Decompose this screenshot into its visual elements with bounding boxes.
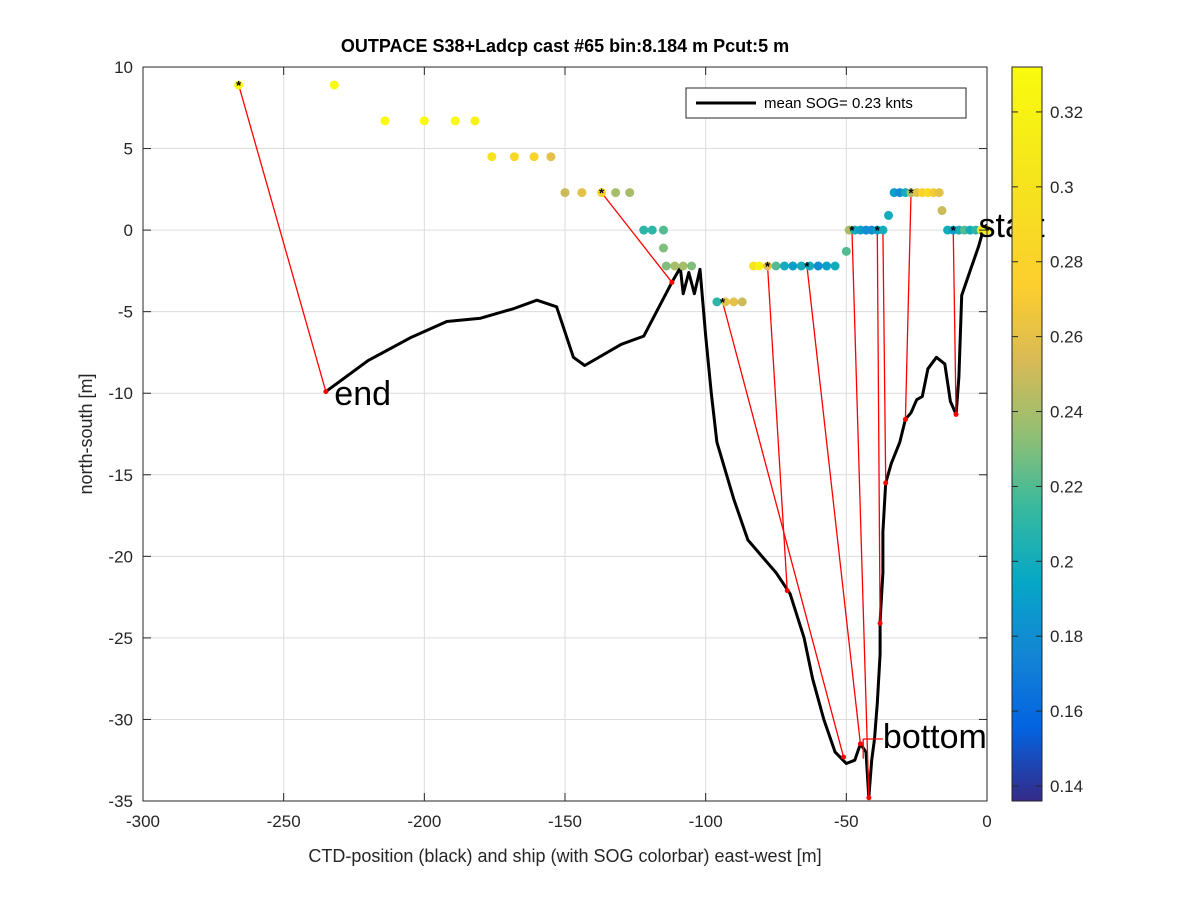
- ship-position-point: [831, 261, 840, 270]
- x-tick-label: -100: [689, 812, 723, 831]
- ship-position-point: [884, 211, 893, 220]
- ctd-sample-point: [903, 417, 908, 422]
- ship-position-point: [935, 188, 944, 197]
- ship-position-point: [738, 297, 747, 306]
- colorbar-tick-label: 0.2: [1050, 552, 1074, 571]
- y-tick-label: -20: [108, 547, 133, 566]
- ship-position-point: [546, 152, 555, 161]
- ship-position-point: [822, 261, 831, 270]
- colorbar-tick-label: 0.14: [1050, 777, 1083, 796]
- x-tick-label: -250: [267, 812, 301, 831]
- ship-position-point: [330, 80, 339, 89]
- colorbar-tick-label: 0.18: [1050, 627, 1083, 646]
- ship-position-point: [679, 261, 688, 270]
- legend-label: mean SOG= 0.23 knts: [764, 95, 913, 112]
- y-tick-label: 10: [114, 58, 133, 77]
- ship-position-point: [420, 116, 429, 125]
- y-tick-label: 5: [124, 140, 133, 159]
- y-tick-label: -30: [108, 710, 133, 729]
- chart-figure: ********** -300-250-200-150-100-500 -35-…: [0, 0, 1200, 900]
- y-tick-label: -35: [108, 792, 133, 811]
- y-tick-label: -25: [108, 629, 133, 648]
- x-tick-label: -200: [407, 812, 441, 831]
- ship-position-point: [659, 226, 668, 235]
- annotation-end: end: [334, 375, 391, 413]
- x-axis-label: CTD-position (black) and ship (with SOG …: [308, 846, 821, 866]
- colorbar-tick-label: 0.3: [1050, 178, 1074, 197]
- ship-position-point: [814, 261, 823, 270]
- ship-position-point: [451, 116, 460, 125]
- ship-position-point: [611, 188, 620, 197]
- ship-position-point: [670, 261, 679, 270]
- ship-position-point: [625, 188, 634, 197]
- y-tick-label: -15: [108, 466, 133, 485]
- y-tick-label: 0: [124, 221, 133, 240]
- colorbar-gradient: [1012, 67, 1042, 801]
- ctd-sample-point: [785, 588, 790, 593]
- ship-position-point: [380, 116, 389, 125]
- ship-position-point: [772, 261, 781, 270]
- ship-position-point: [780, 261, 789, 270]
- chart-title: OUTPACE S38+Ladcp cast #65 bin:8.184 m P…: [341, 36, 789, 56]
- y-tick-label: -5: [118, 303, 133, 322]
- ctd-sample-point: [954, 412, 959, 417]
- ctd-sample-point: [841, 754, 846, 759]
- ctd-sample-point: [883, 480, 888, 485]
- ship-position-point: [648, 226, 657, 235]
- ship-position-point: [487, 152, 496, 161]
- colorbar-tick-label: 0.32: [1050, 103, 1083, 122]
- annotation-bottom: bottom: [883, 718, 987, 756]
- colorbar-tick-label: 0.26: [1050, 328, 1083, 347]
- x-tick-label: 0: [982, 812, 991, 831]
- colorbar-tick-label: 0.24: [1050, 403, 1083, 422]
- ctd-sample-point: [858, 741, 863, 746]
- y-tick-label: -10: [108, 384, 133, 403]
- ship-position-point: [788, 261, 797, 270]
- colorbar-tick-label: 0.16: [1050, 702, 1083, 721]
- ship-position-point: [662, 261, 671, 270]
- ctd-sample-point: [878, 621, 883, 626]
- ship-position-point: [842, 247, 851, 256]
- colorbar-tick-label: 0.28: [1050, 253, 1083, 272]
- ship-position-point: [659, 244, 668, 253]
- chart-svg: ********** -300-250-200-150-100-500 -35-…: [0, 0, 1200, 900]
- ship-position-point: [639, 226, 648, 235]
- ctd-sample-point: [669, 280, 674, 285]
- x-tick-label: -50: [834, 812, 859, 831]
- ship-position-point: [510, 152, 519, 161]
- x-tick-label: -150: [548, 812, 582, 831]
- ship-position-point: [470, 116, 479, 125]
- x-tick-label: -300: [126, 812, 160, 831]
- ship-position-point: [729, 297, 738, 306]
- ctd-sample-point: [866, 795, 871, 800]
- y-axis-label: north-south [m]: [76, 373, 96, 494]
- ctd-sample-point: [323, 389, 328, 394]
- legend: mean SOG= 0.23 knts: [686, 88, 966, 118]
- colorbar-tick-label: 0.22: [1050, 477, 1083, 496]
- ship-position-point: [937, 206, 946, 215]
- ship-position-point: [530, 152, 539, 161]
- ship-position-point: [755, 261, 764, 270]
- ship-position-point: [577, 188, 586, 197]
- ship-position-point: [687, 261, 696, 270]
- ship-position-point: [561, 188, 570, 197]
